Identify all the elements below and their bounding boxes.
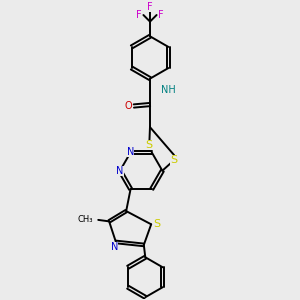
Text: F: F [136, 10, 142, 20]
Text: N: N [111, 242, 118, 252]
Text: F: F [147, 2, 153, 12]
Text: N: N [127, 147, 134, 158]
Text: S: S [145, 140, 152, 150]
Text: N: N [116, 166, 124, 176]
Text: NH: NH [161, 85, 176, 95]
Text: S: S [154, 219, 160, 229]
Text: F: F [158, 10, 164, 20]
Text: S: S [170, 154, 177, 164]
Text: O: O [125, 101, 132, 111]
Text: CH₃: CH₃ [77, 215, 93, 224]
